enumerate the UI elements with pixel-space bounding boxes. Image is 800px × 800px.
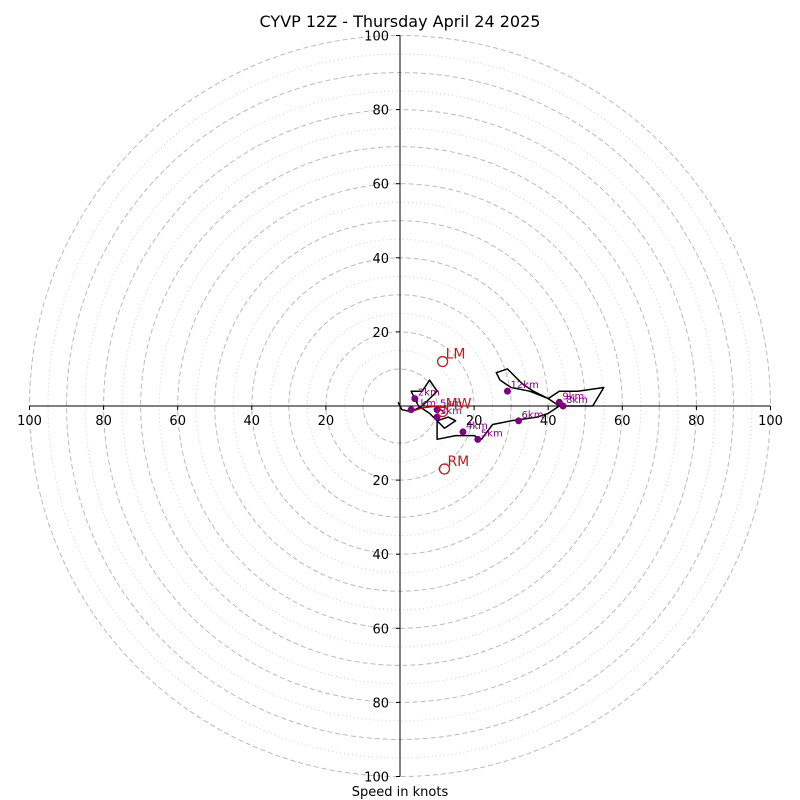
- x-tick-label: 60: [169, 414, 186, 429]
- y-tick-label: 20: [372, 326, 389, 341]
- height-marker-point: [474, 435, 482, 443]
- x-tick-label: 20: [318, 414, 335, 429]
- height-marker-label: 3km: [440, 406, 462, 417]
- x-axis-label: Speed in knots: [352, 785, 449, 800]
- y-tick-label: 80: [372, 104, 389, 119]
- height-marker-point: [411, 395, 419, 403]
- height-marker-label: 8km: [566, 395, 588, 406]
- tick-labels: 100 80 60 40 20 20 40 60 80 100 100 80 60 40 20 20 40 60 8…: [17, 30, 783, 786]
- x-tick-label: 80: [95, 414, 112, 429]
- storm-motion-label: RM: [447, 454, 469, 470]
- height-marker-point: [459, 428, 467, 436]
- x-tick-label: 60: [614, 414, 631, 429]
- x-tick-label: 40: [540, 414, 557, 429]
- y-tick-label: 20: [372, 474, 389, 489]
- height-marker-point: [515, 417, 523, 425]
- height-marker-label: 2km: [418, 388, 440, 399]
- y-tick-label: 60: [372, 622, 389, 637]
- mean-wind-line: [410, 405, 446, 414]
- height-marker-point: [503, 387, 511, 395]
- hodograph-line: [397, 368, 605, 441]
- height-marker-label: 9km: [562, 391, 584, 402]
- height-marker-label: 4km: [466, 421, 488, 432]
- x-tick-label: 40: [244, 414, 261, 429]
- x-tick-label: 20: [466, 414, 483, 429]
- x-tick-label: 100: [17, 414, 42, 429]
- storm-motion-point: [436, 405, 449, 418]
- x-tick-label: 100: [758, 414, 783, 429]
- y-tick-label: 100: [364, 771, 389, 786]
- height-marker-label: 5km: [481, 428, 503, 439]
- y-tick-label: 100: [364, 30, 389, 45]
- storm-motion-label: MW: [446, 397, 472, 413]
- y-tick-label: 80: [372, 696, 389, 711]
- height-marker-label: 6km: [522, 410, 544, 421]
- height-marker-point: [559, 402, 567, 410]
- x-tick-label: 80: [688, 414, 705, 429]
- storm-motion-point: [438, 463, 451, 475]
- storm-motion-label: LM: [446, 347, 466, 363]
- y-tick-label: 40: [372, 548, 389, 563]
- height-marker-label: 1km: [414, 399, 436, 410]
- storm-motion-point: [436, 355, 449, 368]
- chart-title: CYVP 12Z - Thursday April 24 2025: [260, 12, 541, 31]
- height-marker-point: [407, 406, 415, 414]
- y-tick-label: 40: [372, 252, 389, 267]
- height-marker-label: 12km: [510, 380, 538, 391]
- y-tick-label: 60: [372, 178, 389, 193]
- height-marker-label: 5km: [440, 399, 462, 410]
